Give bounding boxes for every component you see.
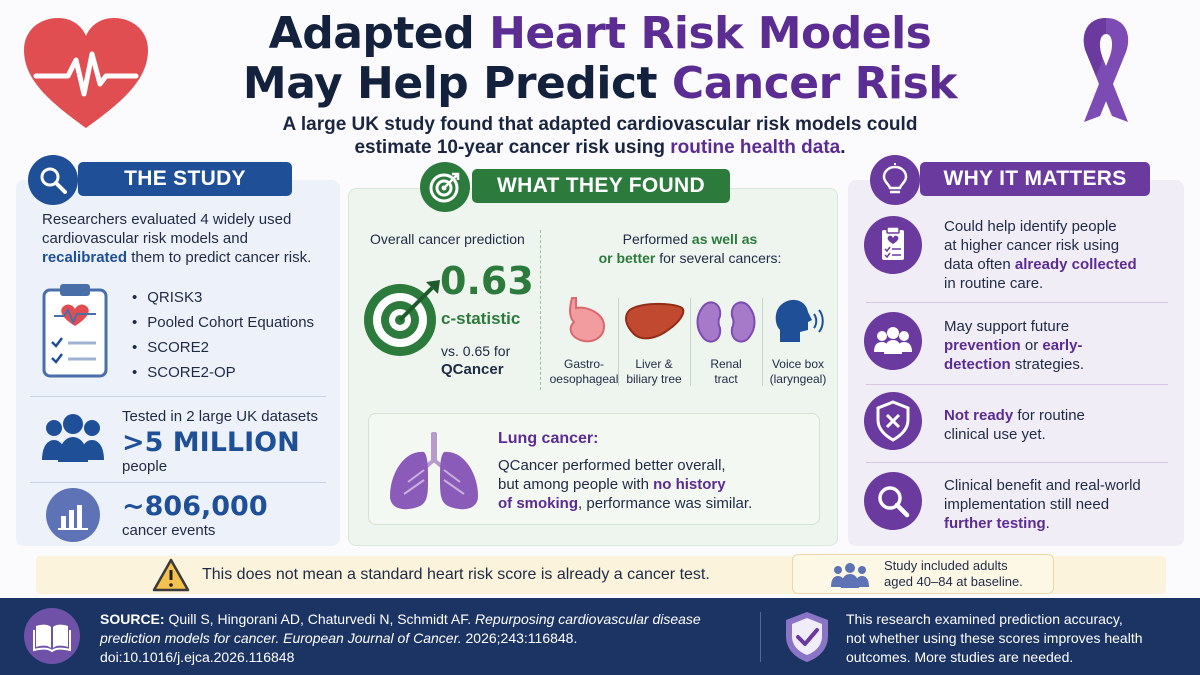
people-icon xyxy=(42,414,104,462)
bar-chart-icon xyxy=(46,488,100,542)
why-item-4: Clinical benefit and real-world implemen… xyxy=(944,477,1141,532)
datasets-label: Tested in 2 large UK datasets xyxy=(122,408,318,425)
organ-label-liver: Liver & biliary tree xyxy=(626,357,682,386)
organ-divider xyxy=(618,298,619,386)
organ-label-gastro: Gastro-oesophageal xyxy=(549,357,619,386)
people-label: people xyxy=(122,458,168,475)
people-value: >5 MILLION xyxy=(122,427,300,458)
c-statistic-label: c-statistic xyxy=(441,309,521,328)
overall-label: Overall cancer prediction xyxy=(370,231,525,247)
divider xyxy=(866,302,1168,303)
why-item-3: Not ready for routine clinical use yet. xyxy=(944,407,1085,443)
stomach-icon xyxy=(569,297,606,343)
warning-text: This does not mean a standard heart risk… xyxy=(202,566,710,583)
kidneys-icon xyxy=(696,301,756,343)
lung-title: Lung cancer: xyxy=(498,430,599,447)
divider xyxy=(866,462,1168,463)
events-label: cancer events xyxy=(122,522,216,539)
page-title-line-1: Adapted Heart Risk Models xyxy=(268,8,932,59)
why-item-1: Could help identify people at higher can… xyxy=(944,218,1137,292)
lightbulb-icon xyxy=(870,155,920,205)
c-statistic-value: 0.63 xyxy=(440,259,534,303)
age-box xyxy=(792,554,1054,594)
dashed-divider xyxy=(540,230,541,390)
source-citation: SOURCE: Quill S, Hingorani AD, Chaturved… xyxy=(100,611,701,665)
warning-icon xyxy=(152,558,190,592)
footer: SOURCE: Quill S, Hingorani AD, Chaturved… xyxy=(0,598,1200,675)
target-icon xyxy=(420,162,470,212)
divider xyxy=(866,384,1168,385)
footer-divider xyxy=(760,612,761,662)
clipboard-heart-icon xyxy=(42,284,108,378)
comparison-text: vs. 0.65 for xyxy=(441,343,511,359)
heart-pulse-icon xyxy=(24,18,148,128)
book-icon xyxy=(24,608,80,664)
study-header: THE STUDY xyxy=(78,162,292,196)
list-item: SCORE2 xyxy=(132,335,314,360)
cancer-ribbon-icon xyxy=(1083,18,1129,122)
why-item-2: May support future prevention or early- … xyxy=(944,318,1085,373)
organ-label-renal: Renal tract xyxy=(710,357,742,386)
model-list: QRISK3 Pooled Cohort Equations SCORE2 SC… xyxy=(132,285,314,385)
divider xyxy=(30,396,326,397)
organ-divider xyxy=(690,298,691,386)
divider xyxy=(30,482,326,483)
lung-text: QCancer performed better overall, but am… xyxy=(498,457,753,512)
voice-icon xyxy=(775,299,824,342)
age-text: Study included adults aged 40–84 at base… xyxy=(884,558,1023,589)
search-icon xyxy=(864,472,922,530)
events-value: ~806,000 xyxy=(122,491,268,522)
page-title-line-2: May Help Predict Cancer Risk xyxy=(242,58,958,109)
subtitle: A large UK study found that adapted card… xyxy=(282,114,918,158)
performed-text: Performed as well as or better for sever… xyxy=(598,231,782,266)
study-description: Researchers evaluated 4 widely used card… xyxy=(42,211,312,266)
shield-x-icon xyxy=(864,392,922,450)
target-icon xyxy=(364,280,440,356)
liver-icon xyxy=(625,302,685,340)
clipboard-heart-icon xyxy=(864,216,922,274)
list-item: Pooled Cohort Equations xyxy=(132,310,314,335)
shield-check-icon xyxy=(786,612,828,662)
footer-note: This research examined prediction accura… xyxy=(846,611,1143,665)
organ-divider xyxy=(762,298,763,386)
list-item: SCORE2-OP xyxy=(132,360,314,385)
comparison-model: QCancer xyxy=(441,361,504,378)
lungs-icon xyxy=(390,432,478,510)
doi-link[interactable]: 10.1016/j.ejca.2026.116848 xyxy=(122,649,295,665)
list-item: QRISK3 xyxy=(132,285,314,310)
people-icon xyxy=(831,563,869,588)
magnifier-icon xyxy=(28,155,78,205)
organ-label-voice: Voice box (laryngeal) xyxy=(769,357,827,386)
findings-header: WHAT THEY FOUND xyxy=(472,169,730,203)
people-icon xyxy=(864,312,922,370)
why-header: WHY IT MATTERS xyxy=(920,162,1150,196)
